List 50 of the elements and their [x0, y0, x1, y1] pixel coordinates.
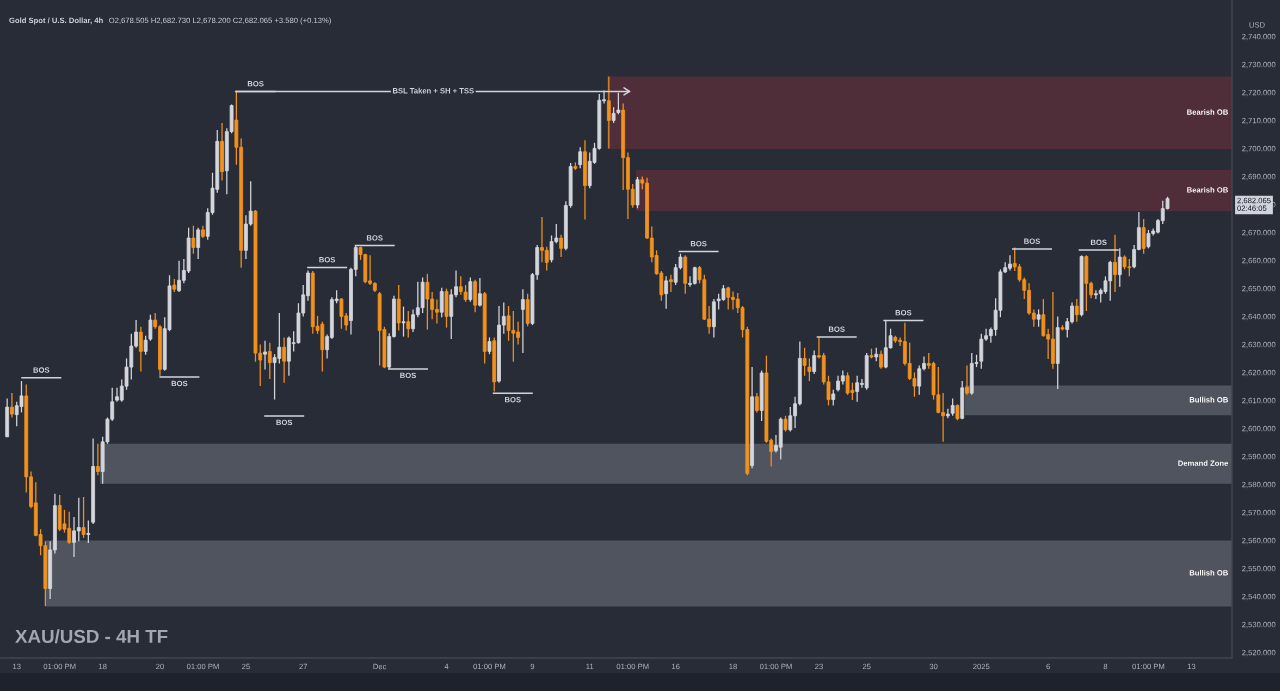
candlestick [191, 225, 196, 255]
candlestick [473, 279, 478, 313]
candlestick [855, 375, 860, 403]
candlestick [802, 347, 807, 377]
candlestick [148, 314, 153, 342]
candlestick [549, 234, 554, 263]
candlestick [406, 310, 411, 339]
candlestick [282, 336, 287, 384]
candlestick [917, 364, 922, 396]
candlestick [812, 349, 817, 375]
candlestick [339, 297, 344, 330]
candlestick [1074, 298, 1079, 323]
candlestick [807, 357, 812, 382]
candlestick [1041, 298, 1046, 338]
candlestick [196, 227, 201, 260]
candlestick [86, 519, 91, 544]
candlestick [965, 364, 969, 396]
candlestick [1141, 218, 1146, 255]
candlestick [468, 276, 473, 303]
candlestick [525, 293, 530, 327]
candlestick [76, 497, 81, 542]
candlestick [520, 288, 525, 354]
candlestick [439, 287, 444, 318]
candlestick [10, 392, 14, 419]
candlestick [544, 246, 549, 272]
candlestick [143, 335, 148, 356]
candlestick [425, 273, 430, 331]
candlestick [263, 340, 267, 371]
candlestick [506, 305, 511, 342]
candlestick [267, 342, 272, 380]
candlestick [669, 274, 673, 293]
candlestick [578, 146, 583, 169]
candlestick [606, 75, 611, 150]
candlestick [81, 496, 86, 539]
annotation: XAU/USD - 4H TF [15, 629, 168, 644]
candlestick [788, 406, 793, 433]
candlestick [478, 277, 482, 308]
candlestick [138, 326, 143, 373]
candlestick [979, 333, 984, 370]
candlestick [19, 380, 24, 414]
candlestick [396, 284, 401, 332]
candlestick [1146, 229, 1151, 249]
candlestick [879, 349, 883, 370]
candlestick [95, 443, 100, 476]
candlestick [1113, 234, 1117, 293]
candlestick [449, 288, 454, 340]
candlestick [664, 275, 669, 310]
candlestick [559, 234, 563, 258]
candlestick [401, 305, 406, 338]
candlestick [754, 392, 759, 414]
